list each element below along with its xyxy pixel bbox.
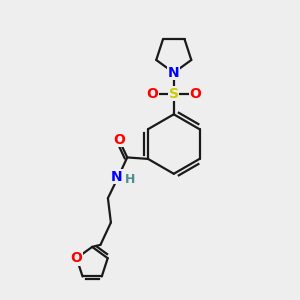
Text: O: O <box>189 86 201 100</box>
Text: H: H <box>124 172 135 186</box>
Text: O: O <box>71 251 82 265</box>
Text: N: N <box>111 170 123 184</box>
Text: O: O <box>113 133 125 147</box>
Text: N: N <box>168 66 180 80</box>
Text: O: O <box>146 86 158 100</box>
Text: S: S <box>169 86 179 100</box>
